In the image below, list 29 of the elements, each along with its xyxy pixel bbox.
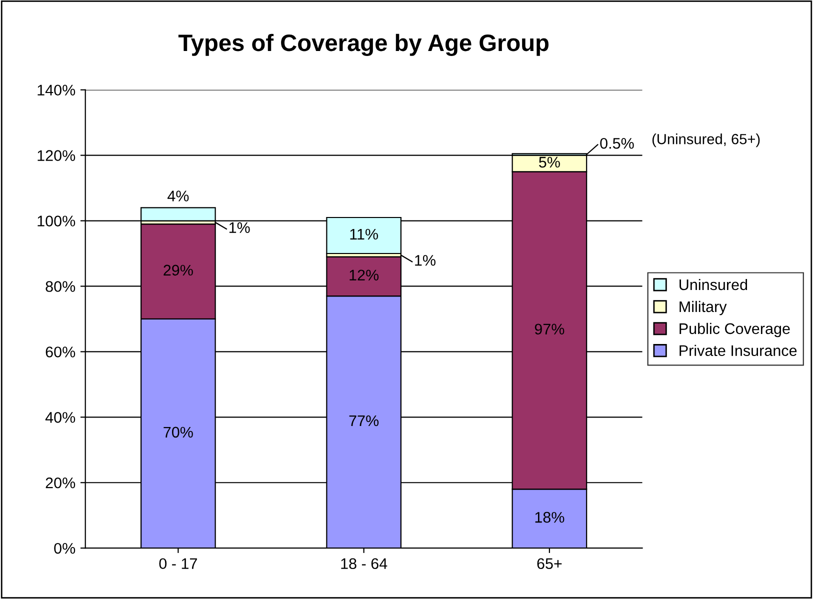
y-tick-label: 80%: [46, 281, 76, 292]
legend-label: Uninsured: [680, 278, 748, 290]
text: (Uninsured, 65+): [652, 134, 760, 148]
x-tick-label: 65+: [537, 558, 562, 570]
data-label: 12%: [350, 270, 379, 280]
y-tick-label: 120%: [38, 150, 76, 161]
y-tick-label: 100%: [38, 216, 76, 226]
y-tick-label: 20%: [46, 477, 76, 488]
legend-label: Private Insurance: [680, 344, 797, 356]
data-label: 70%: [164, 426, 193, 438]
data-label: 1%: [229, 222, 250, 233]
x-tick-label: 18 - 64: [341, 558, 388, 570]
y-tick-label: 60%: [46, 346, 76, 358]
y-tick-label: 0%: [54, 542, 76, 554]
data-label: 18%: [535, 512, 564, 523]
legend-label: Public Coverage: [680, 322, 790, 338]
data-label: 97%: [534, 324, 564, 335]
data-label: 77%: [349, 415, 379, 426]
data-label: 4%: [167, 190, 189, 202]
legend-label: Military: [680, 300, 727, 316]
chart-title: Types of Coverage by Age Group: [178, 34, 549, 56]
data-label: 5%: [539, 156, 560, 168]
data-label: 1%: [415, 255, 436, 266]
data-label: 29%: [164, 264, 193, 276]
y-tick-label: 140%: [38, 84, 76, 96]
x-tick-label: 0 - 17: [159, 558, 197, 570]
data-label: 11%: [350, 228, 378, 240]
data-label: 0.5%: [600, 138, 634, 149]
y-tick-label: 40%: [45, 412, 76, 423]
